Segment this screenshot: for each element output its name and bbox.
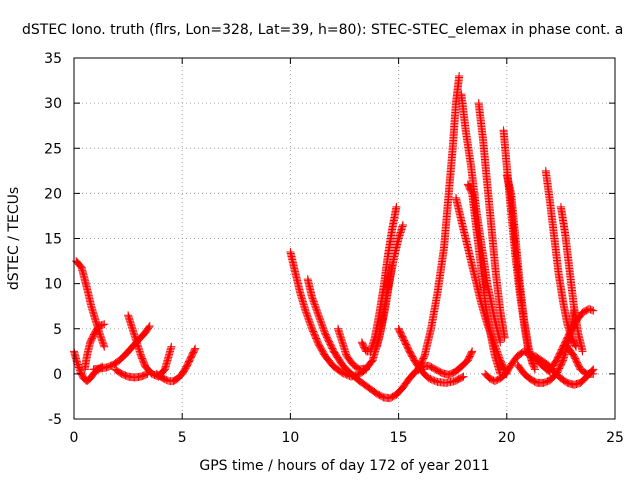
y-tick-label: 20 [44, 186, 62, 202]
data-point [392, 202, 401, 211]
series-3 [80, 320, 109, 374]
x-axis-label: GPS time / hours of day 172 of year 2011 [199, 458, 489, 474]
data-point [158, 373, 167, 382]
data-point [190, 345, 199, 354]
y-tick-label: -5 [48, 412, 62, 428]
data-point [459, 372, 468, 381]
data-point [169, 377, 178, 386]
series-28 [546, 304, 598, 374]
y-tick-label: 0 [53, 367, 62, 383]
x-tick-label: 0 [70, 430, 79, 446]
data-point [145, 322, 154, 331]
data-point [458, 373, 467, 382]
data-point [143, 369, 152, 378]
x-tick-label: 25 [606, 430, 624, 446]
data-point [500, 333, 509, 342]
series-9 [303, 275, 401, 403]
data-point [528, 360, 537, 369]
chart-title: dSTEC Iono. truth (flrs, Lon=328, Lat=39… [22, 22, 623, 38]
data-point [170, 376, 179, 385]
data-point [468, 347, 477, 356]
series-14 [394, 324, 468, 387]
data-point [467, 348, 476, 357]
data-point [154, 371, 163, 380]
data-point [153, 370, 162, 379]
series-8 [286, 248, 371, 381]
series-6 [111, 365, 152, 382]
data-point [578, 347, 587, 356]
data-point [589, 369, 598, 378]
data-point [191, 344, 200, 353]
y-tick-label: 10 [44, 277, 62, 293]
data-point [144, 323, 153, 332]
series-22 [502, 171, 537, 369]
x-tick-label: 20 [498, 430, 516, 446]
x-tick-label: 5 [178, 430, 187, 446]
data-point [142, 370, 151, 379]
y-axis-label: dSTEC / TECUs [6, 187, 22, 290]
series-15 [414, 72, 464, 374]
data-point [156, 372, 165, 381]
series-18 [463, 180, 505, 378]
y-tick-label: 5 [53, 322, 62, 338]
data-point [455, 72, 464, 81]
data-point [100, 342, 109, 351]
y-tick-label: 15 [44, 232, 62, 248]
data-point [587, 306, 596, 315]
data-point [100, 320, 109, 329]
data-point [167, 342, 176, 351]
series-13 [392, 347, 477, 399]
data-point [152, 369, 161, 378]
series-5 [124, 311, 176, 381]
data-point [589, 306, 598, 315]
x-tick-label: 10 [281, 430, 299, 446]
data-point [530, 365, 539, 374]
series-11 [357, 202, 401, 356]
data-point [99, 341, 108, 350]
series-27 [563, 342, 598, 378]
data-marks [70, 72, 598, 403]
series-19 [474, 99, 509, 342]
series-12 [372, 220, 407, 351]
y-tick-label: 25 [44, 141, 62, 157]
data-point [398, 220, 407, 229]
x-tick-label: 15 [390, 430, 408, 446]
data-point [496, 338, 505, 347]
y-tick-label: 30 [44, 96, 62, 112]
data-point [157, 373, 166, 382]
y-tick-label: 35 [44, 51, 62, 67]
series-7 [152, 344, 200, 386]
series-4 [89, 322, 154, 374]
data-point [155, 371, 164, 380]
data-point [94, 323, 103, 332]
axis-ticks: 0 5 10 15 20 25 -5 0 5 10 15 20 25 30 35 [44, 51, 624, 446]
